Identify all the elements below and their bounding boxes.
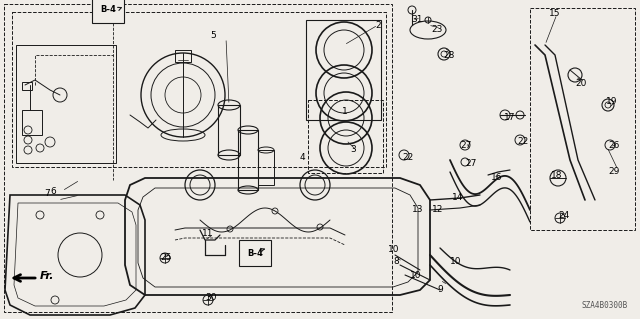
Text: 22: 22 (402, 152, 413, 161)
Text: 13: 13 (412, 205, 424, 214)
Text: 27: 27 (460, 140, 472, 150)
Text: 4: 4 (300, 153, 306, 162)
Bar (22, 82, 32, 90)
Text: 15: 15 (549, 10, 561, 19)
Text: B-4: B-4 (247, 249, 263, 257)
Text: 12: 12 (432, 205, 444, 214)
Text: 18: 18 (551, 170, 563, 180)
Text: 28: 28 (443, 50, 454, 60)
Text: 29: 29 (608, 167, 620, 176)
Text: 20: 20 (575, 78, 586, 87)
Text: 22: 22 (517, 137, 528, 145)
Bar (22, 110, 42, 135)
Text: 27: 27 (465, 159, 476, 167)
Text: SZA4B0300B: SZA4B0300B (582, 301, 628, 310)
Text: 25: 25 (160, 254, 172, 263)
Bar (306, 20, 381, 120)
Text: 23: 23 (431, 26, 442, 34)
Text: 11: 11 (202, 228, 214, 238)
Text: 10: 10 (410, 271, 422, 279)
Text: 16: 16 (491, 173, 502, 182)
Text: Fr.: Fr. (40, 271, 54, 281)
Text: 5: 5 (210, 31, 216, 40)
Text: 1: 1 (342, 108, 348, 116)
Text: 17: 17 (504, 114, 515, 122)
Bar (308, 100, 383, 173)
Bar (258, 150, 274, 185)
Bar (12, 12, 386, 167)
Bar (175, 50, 191, 62)
Text: 10: 10 (388, 246, 399, 255)
Text: B-4: B-4 (100, 5, 116, 14)
Text: 9: 9 (437, 285, 443, 293)
Text: 7: 7 (44, 189, 50, 197)
Text: 19: 19 (606, 98, 618, 107)
Text: 6: 6 (50, 187, 56, 196)
Text: 10: 10 (450, 257, 461, 266)
Bar (218, 105, 240, 155)
Text: 3: 3 (350, 145, 356, 154)
Bar (4, 4, 392, 312)
Text: 30: 30 (205, 293, 216, 301)
Text: 8: 8 (393, 257, 399, 266)
Text: 26: 26 (608, 142, 620, 151)
Text: 31: 31 (411, 16, 422, 25)
Text: 2: 2 (375, 20, 381, 29)
Text: 24: 24 (558, 211, 569, 219)
Bar (16, 45, 116, 163)
Text: 14: 14 (452, 194, 463, 203)
Bar (238, 130, 258, 190)
